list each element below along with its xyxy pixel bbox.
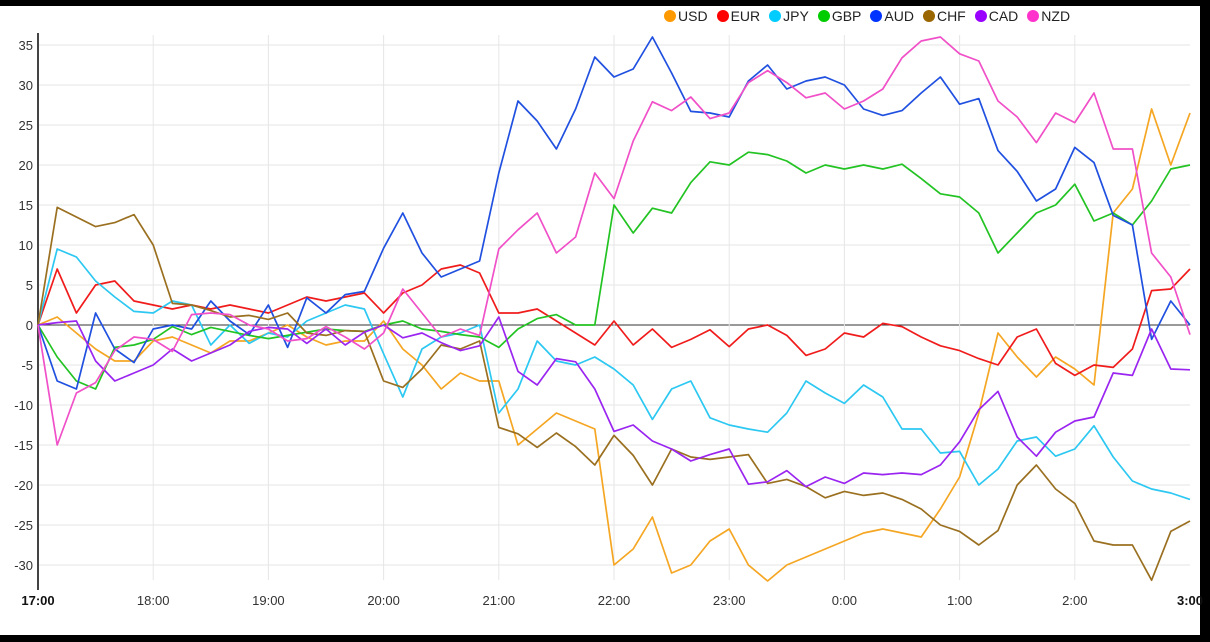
series-line-gbp [37,151,1191,390]
series-line-nzd [37,36,1191,446]
x-tick-label: 17:00 [21,593,54,608]
x-tick-label: 23:00 [713,593,746,608]
x-tick-label: 21:00 [483,593,516,608]
legend-item-chf[interactable]: CHF [922,8,966,24]
legend-swatch-icon [769,10,782,22]
legend-label: USD [678,8,708,24]
legend-swatch-icon [716,10,729,22]
y-tick-label: 0 [26,318,33,333]
legend-label: CAD [988,8,1019,24]
series-line-aud [37,36,1191,390]
legend-item-jpy[interactable]: JPY [769,8,809,24]
legend-label: NZD [1041,8,1071,24]
legend-swatch-icon [922,10,935,22]
legend-item-aud[interactable]: AUD [870,8,914,24]
y-tick-label: 35 [19,38,33,53]
legend-label: EUR [730,8,761,24]
x-tick-label: 22:00 [598,593,631,608]
legend-swatch-icon [870,10,883,22]
x-tick-label: 19:00 [252,593,285,608]
x-tick-label: 2:00 [1062,593,1087,608]
legend-swatch-icon [974,10,987,22]
series-line-chf [37,206,1191,582]
series-line-cad [37,316,1191,488]
legend: USD EUR JPY GBP AUD CHF CAD NZD [664,8,1079,24]
legend-label: JPY [783,8,809,24]
y-tick-label: -5 [21,358,33,373]
x-tick-label: 0:00 [832,593,857,608]
y-tick-label: 20 [19,158,33,173]
legend-label: CHF [936,8,966,24]
legend-item-eur[interactable]: EUR [716,8,761,24]
y-tick-label: 15 [19,198,33,213]
y-tick-label: -10 [14,398,33,413]
series-line-usd [37,108,1191,582]
y-tick-label: 5 [26,278,33,293]
legend-item-cad[interactable]: CAD [974,8,1019,24]
legend-item-usd[interactable]: USD [664,8,708,24]
x-tick-label: 20:00 [367,593,400,608]
legend-item-nzd[interactable]: NZD [1027,8,1070,24]
series-line-eur [37,264,1191,377]
y-tick-label: 10 [19,238,33,253]
legend-item-gbp[interactable]: GBP [817,8,862,24]
y-tick-label: -20 [14,478,33,493]
y-tick-label: 30 [19,78,33,93]
legend-swatch-icon [664,10,676,22]
legend-label: GBP [831,8,862,24]
y-tick-label: -15 [14,438,33,453]
y-tick-label: 25 [19,118,33,133]
x-tick-label: 1:00 [947,593,972,608]
grid [38,35,1190,580]
x-tick-label: 18:00 [137,593,170,608]
x-tick-label: 3:00 [1177,593,1203,608]
legend-swatch-icon [817,10,830,22]
y-tick-label: -25 [14,518,33,533]
y-tick-label: -30 [14,558,33,573]
chart-panel [0,6,1200,635]
series-line-jpy [37,248,1191,501]
legend-swatch-icon [1027,10,1040,22]
legend-label: AUD [884,8,914,24]
